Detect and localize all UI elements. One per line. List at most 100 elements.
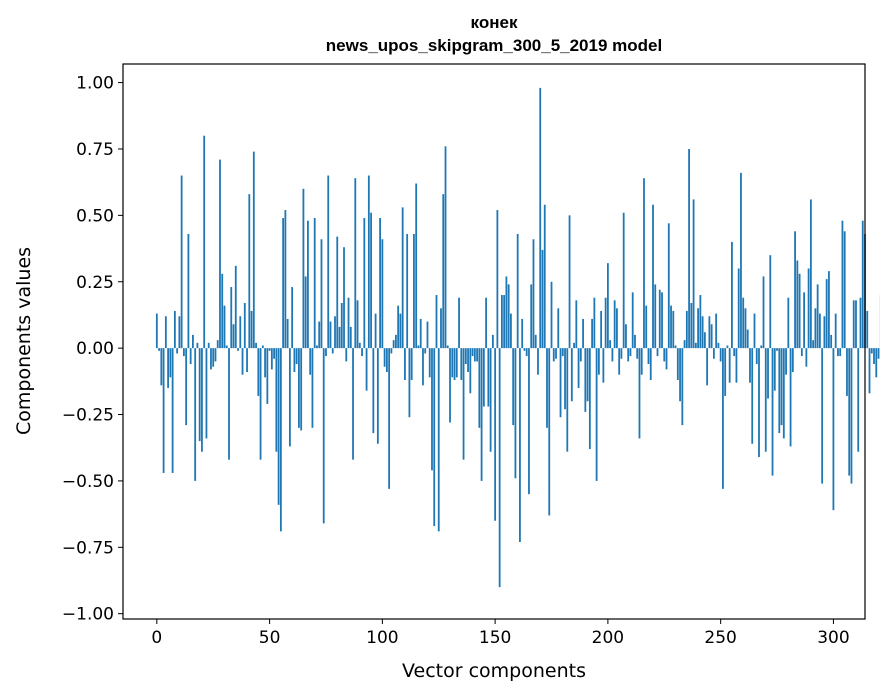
bar <box>828 271 830 349</box>
bar <box>304 276 307 349</box>
bar <box>643 178 645 349</box>
bar <box>505 276 508 349</box>
bar <box>415 183 418 349</box>
bar <box>160 348 163 386</box>
bar <box>597 348 600 375</box>
bar <box>284 210 287 349</box>
bar <box>347 297 350 349</box>
bar <box>485 297 487 349</box>
bar <box>334 316 336 349</box>
bar <box>620 348 623 359</box>
bar <box>690 303 693 349</box>
bar <box>740 172 742 349</box>
bar <box>162 348 165 473</box>
bar <box>225 345 228 349</box>
bar <box>753 313 756 349</box>
bar <box>329 321 332 349</box>
bar <box>627 348 630 362</box>
bar <box>462 348 465 460</box>
bar <box>322 348 325 524</box>
bar <box>207 342 210 349</box>
y-tick-label: 0.00 <box>76 339 114 359</box>
bar <box>837 348 839 357</box>
bar <box>291 287 294 349</box>
bar <box>649 348 652 381</box>
bar <box>498 348 501 588</box>
bar <box>311 348 314 428</box>
bar <box>733 348 736 357</box>
bar <box>539 87 542 349</box>
bar <box>230 287 233 349</box>
bar <box>616 308 618 349</box>
bar <box>579 348 582 362</box>
bar <box>570 348 573 402</box>
bar <box>706 348 709 386</box>
bar <box>715 313 718 349</box>
bar <box>566 348 569 452</box>
x-tick-label: 300 <box>817 628 849 648</box>
bar <box>237 348 239 351</box>
bar <box>830 334 833 349</box>
bar <box>426 321 429 349</box>
y-tick-label: −1.00 <box>62 605 114 625</box>
bar <box>755 348 758 365</box>
bar <box>724 348 727 396</box>
bar <box>663 348 666 362</box>
bar <box>192 334 194 349</box>
bar <box>785 348 787 375</box>
bar <box>219 159 221 349</box>
bar <box>185 348 188 426</box>
bar <box>383 348 386 367</box>
bar <box>266 348 269 404</box>
bar <box>313 218 316 349</box>
bar <box>444 146 447 349</box>
bar <box>719 348 722 362</box>
bar <box>198 348 201 442</box>
bar <box>302 188 305 349</box>
bar <box>543 204 546 349</box>
bar <box>376 348 379 444</box>
bar <box>848 348 851 476</box>
bar <box>670 305 672 349</box>
bar <box>681 348 684 426</box>
bar <box>516 233 519 349</box>
bar <box>656 348 659 357</box>
x-tick-label: 0 <box>151 628 162 648</box>
bar <box>809 199 812 349</box>
bar <box>356 300 359 349</box>
y-axis-ticks: −1.00 −0.75 −0.50 −0.25 0.00 0.25 0.50 0.75 1.00 <box>62 74 123 625</box>
bar <box>221 273 224 349</box>
bar <box>467 348 469 373</box>
bar <box>307 220 309 349</box>
bar <box>701 316 704 349</box>
x-tick-label: 100 <box>366 628 398 648</box>
bar <box>257 348 260 396</box>
bar <box>708 316 711 349</box>
bar <box>158 348 160 351</box>
bar <box>805 348 808 367</box>
bar <box>512 348 515 426</box>
bar <box>261 345 264 349</box>
bar <box>372 348 375 434</box>
bar <box>839 348 842 357</box>
bar <box>877 348 880 359</box>
bar <box>440 308 442 349</box>
bar <box>683 340 686 349</box>
bar <box>546 348 548 428</box>
bar <box>406 233 409 349</box>
y-tick-label: −0.25 <box>62 406 114 426</box>
bar <box>212 348 215 367</box>
bar <box>577 348 580 388</box>
bar <box>167 348 169 388</box>
bar <box>555 348 557 359</box>
bar <box>422 348 424 386</box>
bar <box>471 348 474 357</box>
bar <box>194 348 197 481</box>
bar <box>394 334 397 349</box>
bar <box>241 348 244 375</box>
y-axis-label: Components values <box>13 247 35 435</box>
x-tick-label: 250 <box>704 628 736 648</box>
bar <box>228 348 230 460</box>
bar <box>442 194 445 349</box>
